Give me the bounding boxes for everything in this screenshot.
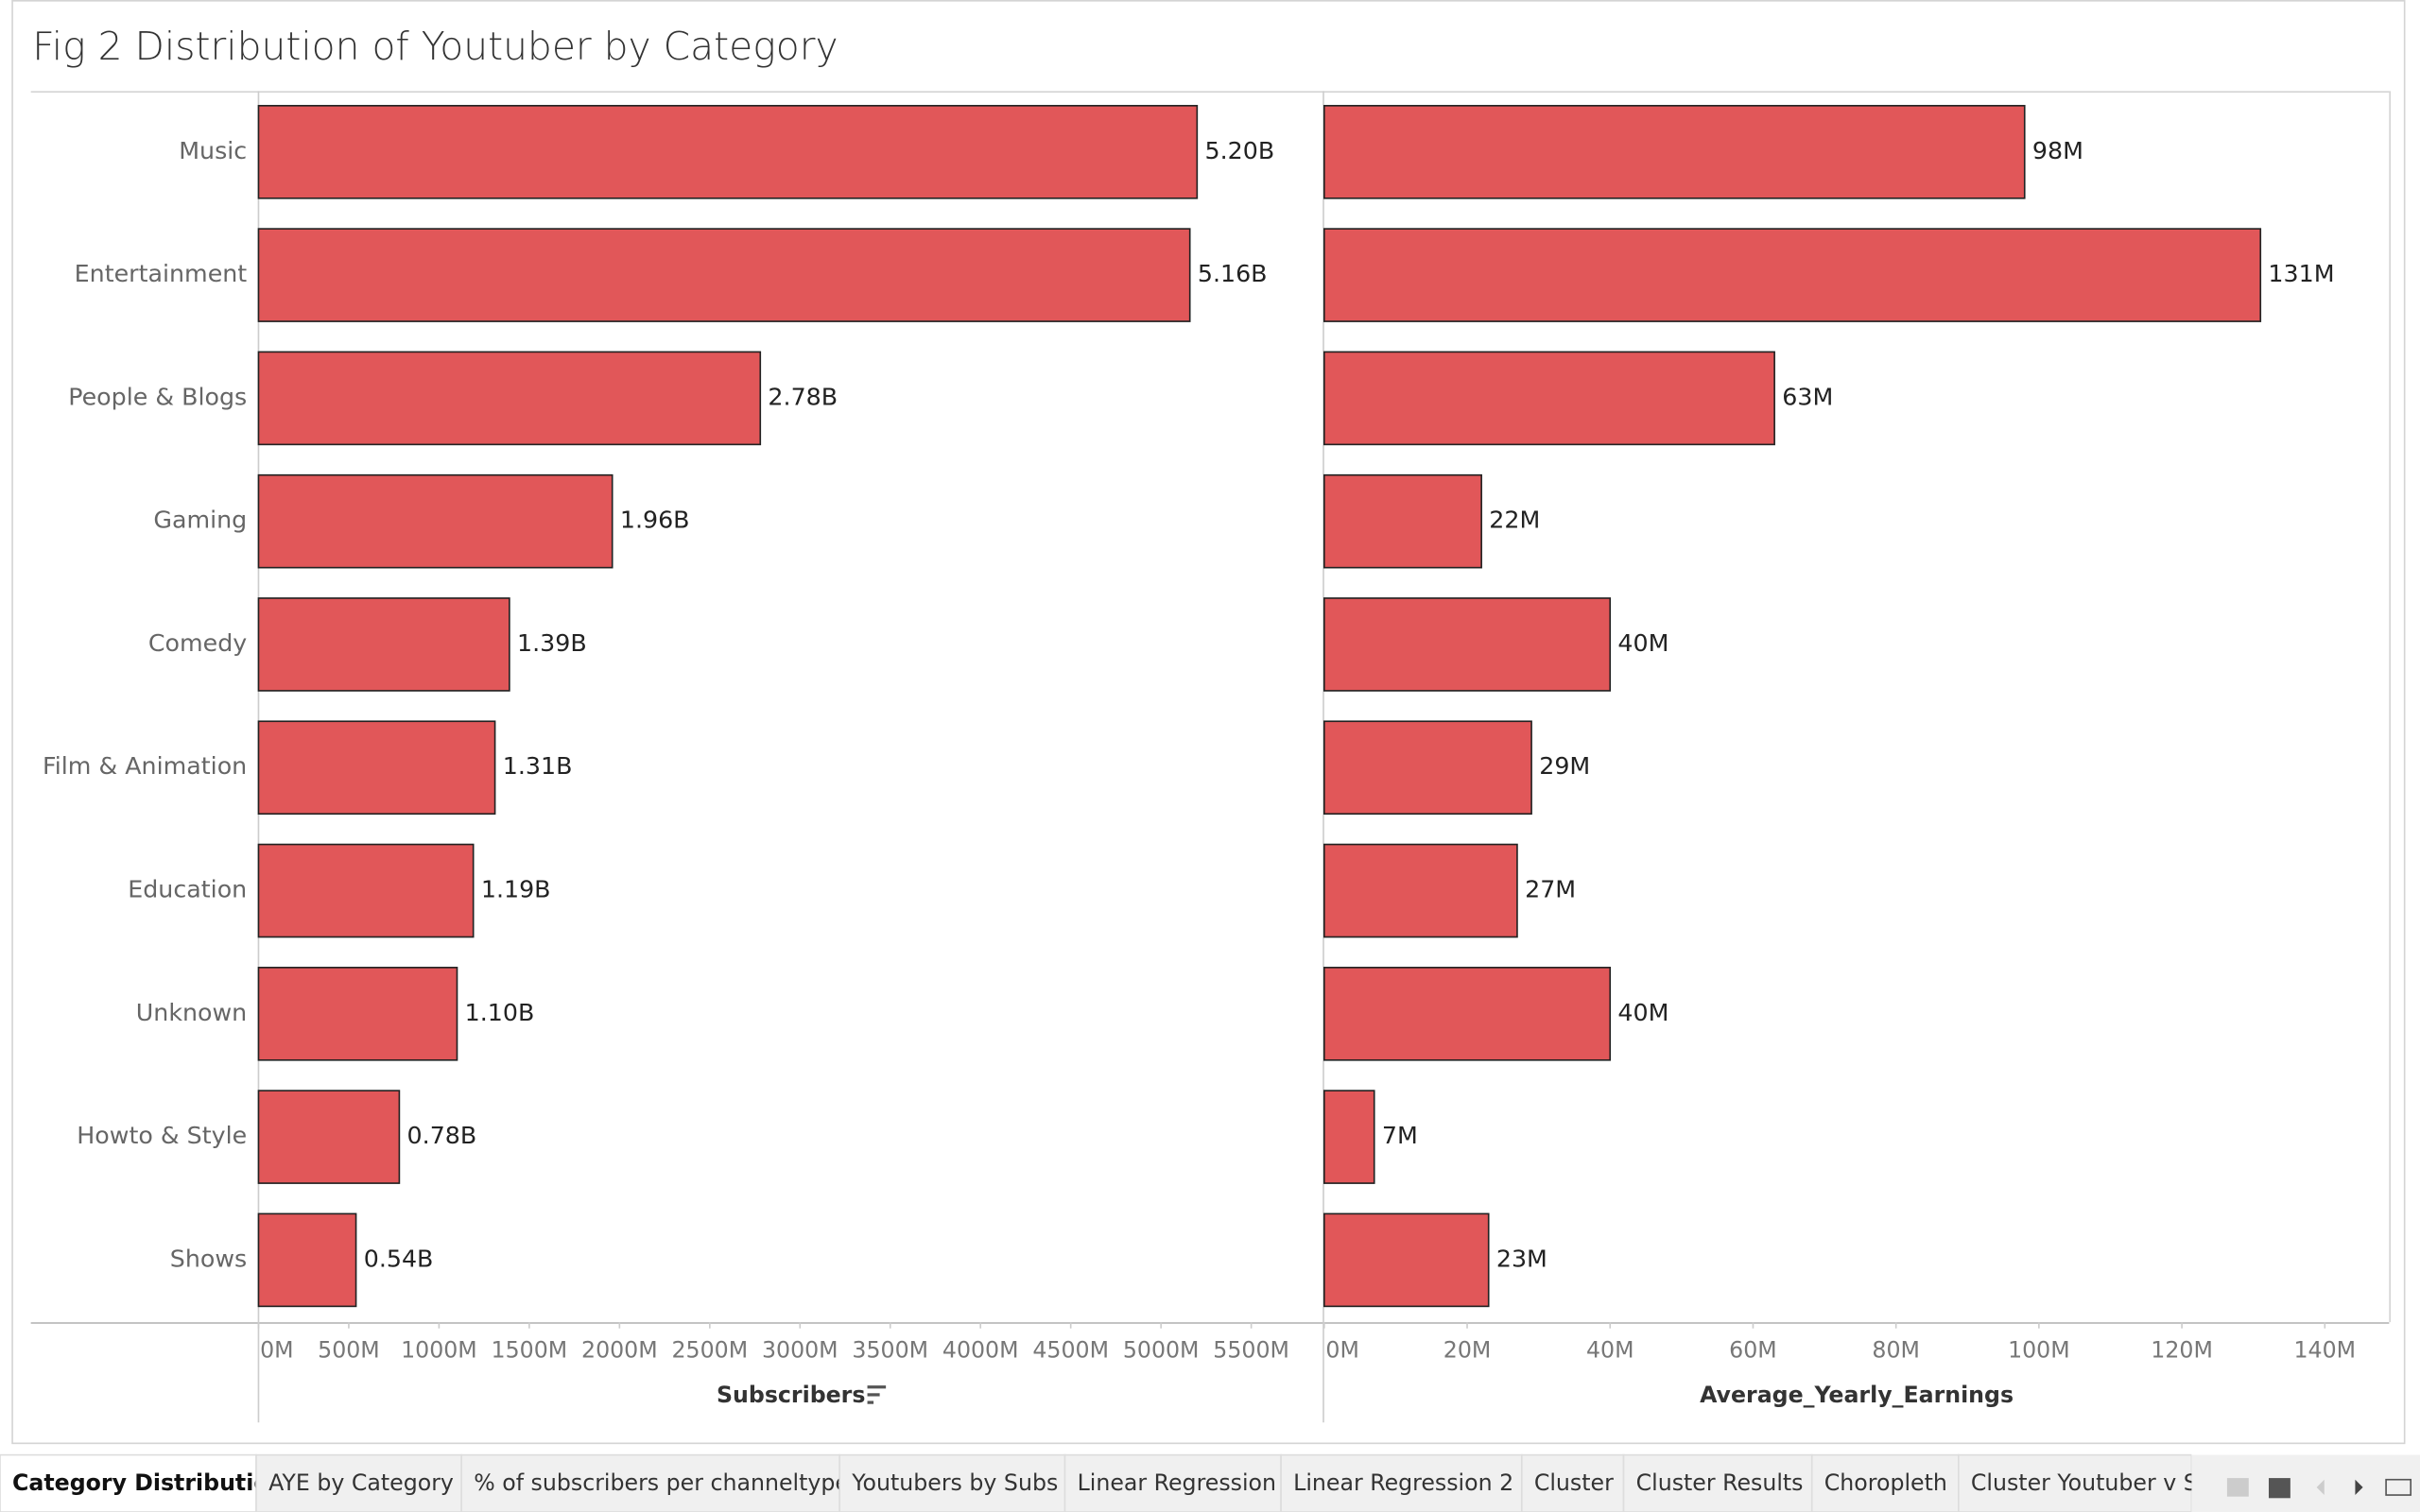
tab-label[interactable]: Youtubers by Subs	[851, 1469, 1058, 1496]
value-label: 63M	[1782, 383, 1833, 410]
x-tick-label: 5000M	[1123, 1337, 1200, 1364]
bar	[1323, 351, 1775, 446]
bar	[1323, 228, 2262, 322]
x-tick-label: 0M	[1325, 1337, 1358, 1364]
bar	[1323, 843, 1518, 938]
x-tick-label: 3000M	[762, 1337, 838, 1364]
x-tick-label: 1500M	[492, 1337, 568, 1364]
bar	[1323, 105, 2026, 199]
tab[interactable]	[0, 1453, 257, 1512]
tab[interactable]	[1280, 1453, 1523, 1512]
category-label: Entertainment	[75, 260, 248, 287]
x-tick-label: 80M	[1872, 1337, 1920, 1364]
tab-label[interactable]: Linear Regression	[1078, 1469, 1276, 1496]
tab-label[interactable]: Cluster Results	[1636, 1469, 1804, 1496]
bar	[257, 1090, 401, 1184]
value-label: 40M	[1617, 999, 1668, 1026]
chart-title: Fig 2 Distribution of Youtuber by Catego…	[32, 24, 838, 69]
tab-label[interactable]: Linear Regression 2	[1293, 1469, 1513, 1496]
x-tick-label: 1000M	[401, 1337, 477, 1364]
x-axis-title: Average_Yearly_Earnings	[1700, 1382, 2014, 1408]
value-label: 5.20B	[1205, 137, 1275, 164]
bar	[257, 228, 1191, 322]
value-label: 131M	[2268, 260, 2334, 287]
bar	[1323, 720, 1532, 816]
bar	[257, 1212, 357, 1308]
category-label: Shows	[170, 1245, 247, 1272]
x-tick-label: 140M	[2294, 1337, 2357, 1364]
value-label: 0.54B	[364, 1245, 434, 1272]
value-label: 1.19B	[481, 876, 551, 903]
tab[interactable]	[1958, 1453, 2192, 1512]
tab-label[interactable]: Cluster Youtuber v Su	[1971, 1469, 2212, 1496]
category-label: Gaming	[153, 507, 247, 534]
value-label: 1.31B	[503, 752, 573, 780]
x-tick-label: 5500M	[1213, 1337, 1289, 1364]
value-label: 23M	[1496, 1245, 1547, 1272]
value-label: 1.39B	[517, 629, 587, 657]
bar	[1323, 597, 1612, 692]
x-tick-label: 20M	[1443, 1337, 1492, 1364]
value-label: 2.78B	[768, 383, 838, 410]
tab-label[interactable]: % of subscribers per channeltype	[474, 1469, 849, 1496]
bar	[1323, 1212, 1490, 1308]
category-label: Howto & Style	[77, 1122, 247, 1149]
tab-label[interactable]: Category Distribution	[12, 1469, 285, 1496]
x-tick-label: 4000M	[942, 1337, 1019, 1364]
x-tick-label: 0M	[260, 1337, 293, 1364]
tab[interactable]	[1622, 1453, 1813, 1512]
tab-label[interactable]: AYE by Category	[268, 1469, 454, 1496]
bar	[1323, 967, 1612, 1061]
x-tick-label: 100M	[2008, 1337, 2070, 1364]
x-tick-label: 4500M	[1032, 1337, 1109, 1364]
bar	[257, 720, 496, 816]
x-tick-label: 2000M	[581, 1337, 658, 1364]
bar	[257, 351, 762, 446]
value-label: 98M	[2032, 137, 2083, 164]
value-label: 22M	[1489, 507, 1540, 534]
bar	[257, 843, 475, 938]
bar	[257, 967, 458, 1061]
value-label: 40M	[1617, 629, 1668, 657]
category-label: People & Blogs	[68, 383, 247, 410]
bar	[257, 597, 510, 692]
value-label: 0.78B	[407, 1122, 477, 1149]
bar	[1323, 1090, 1375, 1184]
category-label: Education	[128, 876, 247, 903]
x-tick-label: 40M	[1586, 1337, 1634, 1364]
bar	[257, 473, 614, 569]
nav-icons[interactable]	[2226, 1478, 2412, 1499]
tab[interactable]	[460, 1453, 840, 1512]
x-tick-label: 2500M	[672, 1337, 749, 1364]
category-label: Comedy	[148, 629, 247, 657]
bar	[257, 105, 1199, 199]
tab[interactable]	[1520, 1453, 1625, 1512]
category-label: Music	[179, 137, 247, 164]
value-label: 27M	[1525, 876, 1576, 903]
value-label: 1.96B	[620, 507, 690, 534]
tab-label[interactable]: Cluster	[1534, 1469, 1614, 1496]
value-label: 29M	[1539, 752, 1590, 780]
tab[interactable]	[1063, 1453, 1282, 1512]
value-label: 1.10B	[465, 999, 535, 1026]
x-tick-label: 500M	[318, 1337, 380, 1364]
value-label: 7M	[1382, 1122, 1418, 1149]
x-tick-label: 3500M	[852, 1337, 928, 1364]
x-tick-label: 60M	[1729, 1337, 1777, 1364]
value-label: 5.16B	[1198, 260, 1268, 287]
category-label: Film & Animation	[43, 752, 247, 780]
category-label: Unknown	[136, 999, 247, 1026]
tab[interactable]	[255, 1453, 462, 1512]
x-axis-title: Subscribers	[717, 1382, 865, 1408]
x-tick-label: 120M	[2151, 1337, 2213, 1364]
bar	[1323, 473, 1482, 569]
sort-icon[interactable]	[867, 1385, 887, 1404]
tab-label[interactable]: Choropleth	[1824, 1469, 1947, 1496]
